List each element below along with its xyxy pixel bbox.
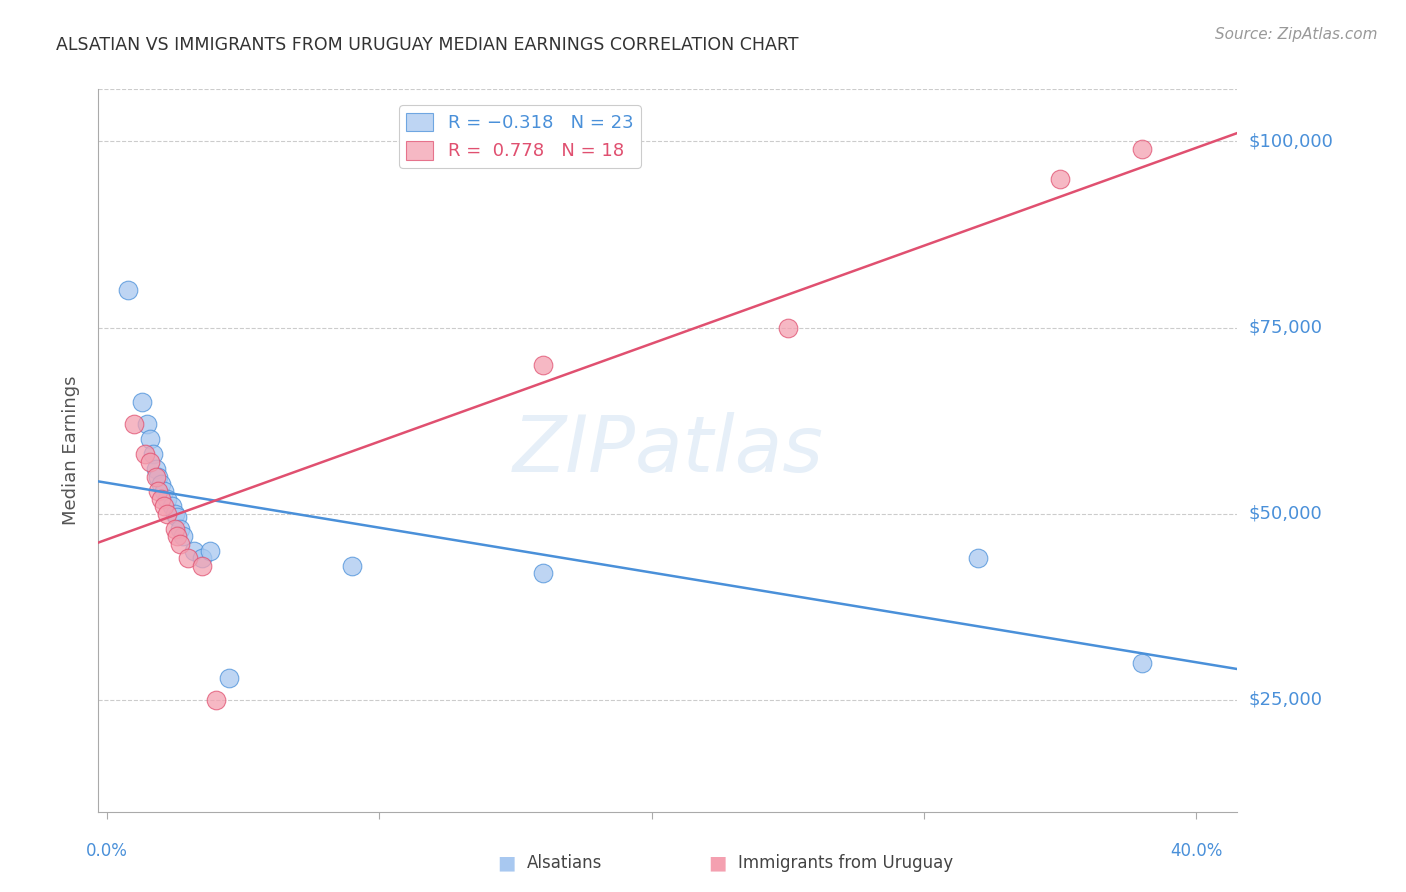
Point: [198, 544, 221, 558]
Text: $75,000: $75,000: [1249, 318, 1323, 336]
Point: [169, 522, 191, 536]
Point: [1130, 142, 1153, 156]
Point: [131, 395, 153, 409]
Point: [191, 551, 214, 566]
Point: [136, 417, 159, 432]
Y-axis label: Median Earnings: Median Earnings: [62, 376, 80, 525]
Point: [148, 469, 170, 483]
Point: [148, 484, 170, 499]
Point: [145, 462, 167, 476]
Point: [153, 484, 176, 499]
Point: [155, 491, 177, 506]
Point: [117, 283, 139, 297]
Point: [967, 551, 990, 566]
Point: [163, 522, 186, 536]
Text: $25,000: $25,000: [1249, 691, 1323, 709]
Point: [150, 477, 173, 491]
Point: [204, 693, 226, 707]
Text: ALSATIAN VS IMMIGRANTS FROM URUGUAY MEDIAN EARNINGS CORRELATION CHART: ALSATIAN VS IMMIGRANTS FROM URUGUAY MEDI…: [56, 36, 799, 54]
Text: Source: ZipAtlas.com: Source: ZipAtlas.com: [1215, 27, 1378, 42]
Point: [531, 358, 554, 372]
Point: [183, 544, 205, 558]
Text: Immigrants from Uruguay: Immigrants from Uruguay: [738, 855, 953, 872]
Point: [139, 432, 162, 446]
Point: [155, 507, 177, 521]
Point: [150, 491, 173, 506]
Point: [531, 566, 554, 581]
Point: [153, 500, 176, 514]
Point: [218, 671, 240, 685]
Point: [145, 469, 167, 483]
Point: [340, 558, 363, 573]
Text: ZIPatlas: ZIPatlas: [512, 412, 824, 489]
Text: ■: ■: [707, 854, 727, 872]
Point: [166, 529, 188, 543]
Point: [134, 447, 156, 461]
Point: [172, 529, 194, 543]
Text: ■: ■: [496, 854, 516, 872]
Point: [122, 417, 145, 432]
Point: [160, 500, 183, 514]
Point: [166, 510, 188, 524]
Point: [142, 447, 165, 461]
Point: [163, 507, 186, 521]
Text: Alsatians: Alsatians: [527, 855, 603, 872]
Point: [776, 320, 799, 334]
Point: [139, 455, 162, 469]
Point: [169, 536, 191, 550]
Point: [177, 551, 200, 566]
Text: $100,000: $100,000: [1249, 132, 1333, 151]
Text: 40.0%: 40.0%: [1170, 842, 1223, 860]
Point: [191, 558, 214, 573]
Text: 0.0%: 0.0%: [86, 842, 128, 860]
Text: $50,000: $50,000: [1249, 505, 1322, 523]
Legend: R = −0.318   N = 23, R =  0.778   N = 18: R = −0.318 N = 23, R = 0.778 N = 18: [399, 105, 641, 168]
Point: [1049, 171, 1071, 186]
Point: [1130, 656, 1153, 670]
